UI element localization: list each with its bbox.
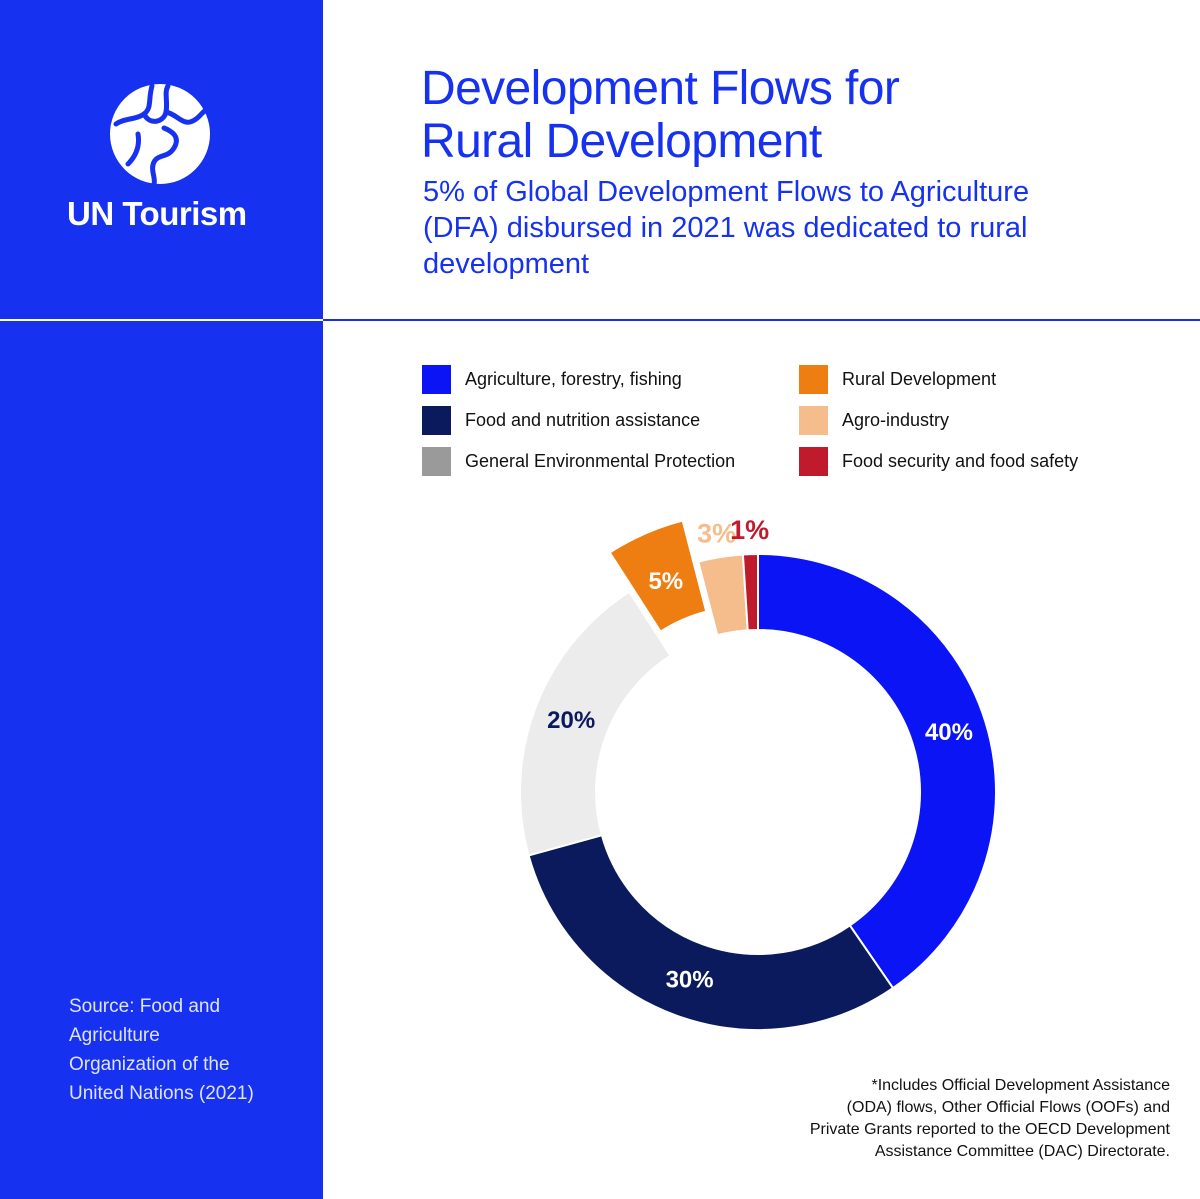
legend-item-agro-industry: Agro-industry xyxy=(799,405,949,435)
legend-item-agriculture: Agriculture, forestry, fishing xyxy=(422,364,682,394)
donut-slice-3 xyxy=(519,590,672,857)
legend-label-agro-industry: Agro-industry xyxy=(842,409,950,430)
donut-label-1: 40% xyxy=(925,719,973,746)
chart-subtitle-line-1: 5% of Global Development Flows to Agricu… xyxy=(423,176,1030,208)
legend-item-food-nutrition: Food and nutrition assistance xyxy=(422,405,700,435)
legend-label-environmental: General Environmental Protection xyxy=(465,450,736,471)
footnote-line-4: Assistance Committee (DAC) Directorate. xyxy=(874,1143,1170,1160)
legend-label-rural: Rural Development xyxy=(842,368,997,389)
header-divider xyxy=(323,319,1200,321)
chart-subtitle: 5% of Global Development Flows to Agricu… xyxy=(423,174,1143,282)
chart-legend: Agriculture, forestry, fishing Food and … xyxy=(422,364,1162,494)
legend-swatch-rural xyxy=(799,364,828,394)
legend-label-food-nutrition: Food and nutrition assistance xyxy=(465,409,701,430)
source-line-3: Organization of the xyxy=(69,1054,230,1075)
donut-label-3: 20% xyxy=(547,707,595,734)
footnote: *Includes Official Development Assistanc… xyxy=(740,1075,1170,1163)
un-tourism-globe-logo xyxy=(110,83,210,186)
donut-slice-6 xyxy=(741,552,759,632)
chart-title: Development Flows for Rural Development xyxy=(421,62,1161,168)
source-line-1: Source: Food and xyxy=(69,996,221,1017)
legend-item-rural: Rural Development xyxy=(799,364,996,394)
donut-slice-1 xyxy=(757,552,997,990)
legend-label-agriculture: Agriculture, forestry, fishing xyxy=(465,368,682,389)
donut-slice-2 xyxy=(527,833,895,1031)
source-line-4: United Nations (2021) xyxy=(69,1083,254,1104)
source-note: Source: Food and Agriculture Organizatio… xyxy=(69,992,289,1108)
donut-label-5: 3% xyxy=(697,518,736,548)
brand-name: UN Tourism xyxy=(67,195,247,232)
chart-subtitle-line-3: development xyxy=(423,248,590,280)
donut-label-6: 1% xyxy=(730,515,769,545)
footnote-line-2: (ODA) flows, Other Official Flows (OOFs)… xyxy=(846,1099,1170,1116)
donut-label-4: 5% xyxy=(648,568,683,595)
brand-sidebar: UN Tourism Source: Food and Agriculture … xyxy=(0,0,323,1199)
source-line-2: Agriculture xyxy=(69,1025,160,1046)
legend-item-environmental: General Environmental Protection xyxy=(422,446,735,476)
chart-subtitle-line-2: (DFA) disbursed in 2021 was dedicated to… xyxy=(423,212,1028,244)
sidebar-divider xyxy=(0,319,323,321)
chart-title-line-2: Rural Development xyxy=(421,115,822,168)
legend-swatch-food-nutrition xyxy=(422,405,451,435)
legend-swatch-agriculture xyxy=(422,364,451,394)
donut-slice-5 xyxy=(697,553,749,637)
legend-swatch-food-security xyxy=(799,446,828,476)
donut-slice-4 xyxy=(608,519,708,633)
legend-swatch-environmental xyxy=(422,446,451,476)
donut-label-2: 30% xyxy=(666,966,714,993)
legend-label-food-security: Food security and food safety xyxy=(842,450,1079,471)
chart-title-line-1: Development Flows for xyxy=(421,62,900,115)
footnote-line-3: Private Grants reported to the OECD Deve… xyxy=(809,1121,1170,1138)
footnote-line-1: *Includes Official Development Assistanc… xyxy=(871,1077,1170,1094)
legend-swatch-agro-industry xyxy=(799,405,828,435)
legend-item-food-security: Food security and food safety xyxy=(799,446,1078,476)
